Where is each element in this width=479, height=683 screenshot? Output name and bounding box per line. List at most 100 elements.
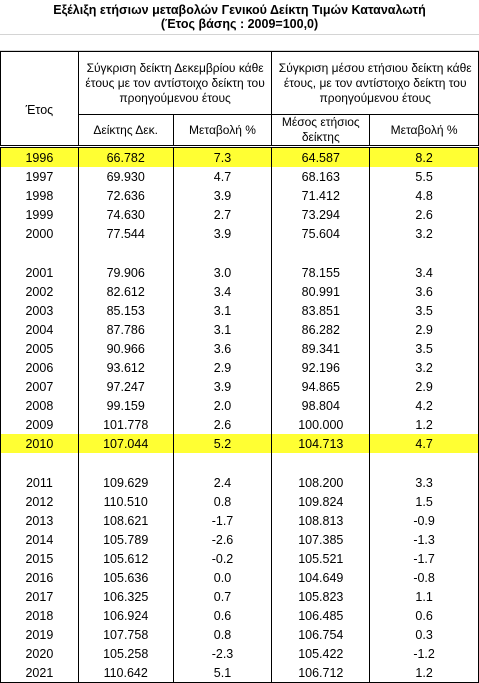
cell-year: 1998 [0, 186, 79, 205]
cell-empty [173, 243, 273, 263]
cell-avg-index: 106.712 [271, 663, 371, 683]
cell-year: 2015 [0, 549, 79, 568]
cell-avg-index: 105.422 [271, 644, 371, 663]
cell-avg-index: 71.412 [271, 186, 371, 205]
cell-avg-change: 3.4 [369, 263, 479, 282]
cell-year: 1997 [0, 167, 79, 186]
cell-avg-change: 1.2 [369, 663, 479, 683]
cell-year: 2009 [0, 415, 79, 434]
cell-dec-index: 77.544 [78, 224, 174, 243]
cell-dec-change: 3.9 [173, 186, 273, 205]
cell-year: 2014 [0, 530, 79, 549]
table-row: 2003 85.153 3.1 83.851 3.5 [0, 301, 479, 320]
cell-avg-index: 80.991 [271, 282, 371, 301]
table-row: 2017 106.325 0.7 105.823 1.1 [0, 587, 479, 606]
cell-avg-index: 75.604 [271, 224, 371, 243]
cell-avg-index: 94.865 [271, 377, 371, 396]
cell-dec-index: 107.758 [78, 625, 174, 644]
cell-avg-index: 104.713 [271, 434, 371, 453]
cell-year: 2000 [0, 224, 79, 243]
table-row: 2009 101.778 2.6 100.000 1.2 [0, 415, 479, 434]
cell-dec-change: 0.0 [173, 568, 273, 587]
cell-dec-change: 3.0 [173, 263, 273, 282]
cell-empty [0, 453, 79, 473]
cell-dec-change: 3.1 [173, 320, 273, 339]
cell-dec-index: 93.612 [78, 358, 174, 377]
cell-avg-change: 4.7 [369, 434, 479, 453]
cell-dec-index: 109.629 [78, 473, 174, 492]
cell-dec-index: 97.247 [78, 377, 174, 396]
cell-avg-index: 86.282 [271, 320, 371, 339]
table-row: 2021 110.642 5.1 106.712 1.2 [0, 663, 479, 683]
cell-avg-change: 3.3 [369, 473, 479, 492]
cell-avg-change: 3.2 [369, 224, 479, 243]
cell-dec-change: 0.6 [173, 606, 273, 625]
cell-dec-index: 87.786 [78, 320, 174, 339]
cell-dec-change: 4.7 [173, 167, 273, 186]
table-row: 1996 66.782 7.3 64.587 8.2 [0, 146, 479, 167]
cell-year: 2013 [0, 511, 79, 530]
cpi-table: Έτος Σύγκριση δείκτη Δεκεμβρίου κάθε έτο… [0, 51, 479, 683]
cell-year: 2012 [0, 492, 79, 511]
cell-year: 2018 [0, 606, 79, 625]
cell-dec-change: 5.2 [173, 434, 273, 453]
cell-dec-index: 110.510 [78, 492, 174, 511]
cell-empty [173, 453, 273, 473]
cell-dec-change: 2.7 [173, 205, 273, 224]
cell-avg-change: 3.5 [369, 339, 479, 358]
table-row: 2001 79.906 3.0 78.155 3.4 [0, 263, 479, 282]
cell-avg-index: 83.851 [271, 301, 371, 320]
header-avg-change: Μεταβολή % [369, 114, 479, 148]
cell-year: 2005 [0, 339, 79, 358]
cell-dec-change: 3.6 [173, 339, 273, 358]
cell-dec-index: 90.966 [78, 339, 174, 358]
cell-dec-change: 3.9 [173, 377, 273, 396]
cell-dec-index: 79.906 [78, 263, 174, 282]
cell-dec-change: 3.1 [173, 301, 273, 320]
table-spacer-row [0, 453, 479, 473]
cell-avg-change: 2.9 [369, 377, 479, 396]
cell-avg-change: 3.6 [369, 282, 479, 301]
cell-avg-index: 107.385 [271, 530, 371, 549]
cell-dec-change: 2.4 [173, 473, 273, 492]
cell-avg-index: 92.196 [271, 358, 371, 377]
cell-dec-change: 0.8 [173, 625, 273, 644]
cell-avg-change: 1.2 [369, 415, 479, 434]
cell-year: 1996 [0, 146, 79, 167]
cell-avg-change: 4.8 [369, 186, 479, 205]
header-dec-index: Δείκτης Δεκ. [78, 114, 174, 148]
cell-avg-index: 106.485 [271, 606, 371, 625]
cell-dec-index: 106.924 [78, 606, 174, 625]
cell-year: 1999 [0, 205, 79, 224]
cell-avg-change: -1.2 [369, 644, 479, 663]
cell-dec-change: 0.7 [173, 587, 273, 606]
table-row: 2000 77.544 3.9 75.604 3.2 [0, 224, 479, 243]
cell-empty [271, 243, 371, 263]
cell-year: 2016 [0, 568, 79, 587]
cell-avg-change: 0.3 [369, 625, 479, 644]
cell-empty [369, 243, 479, 263]
cell-dec-change: 3.9 [173, 224, 273, 243]
cell-year: 2019 [0, 625, 79, 644]
cell-dec-change: -0.2 [173, 549, 273, 568]
cell-year: 2001 [0, 263, 79, 282]
cell-year: 2017 [0, 587, 79, 606]
cell-empty [78, 453, 174, 473]
cell-avg-index: 109.824 [271, 492, 371, 511]
cell-avg-change: 4.2 [369, 396, 479, 415]
table-row: 2011 109.629 2.4 108.200 3.3 [0, 473, 479, 492]
cell-avg-change: 8.2 [369, 146, 479, 167]
cell-dec-index: 101.778 [78, 415, 174, 434]
spreadsheet-gridline [0, 50, 479, 51]
table-row: 2016 105.636 0.0 104.649 -0.8 [0, 568, 479, 587]
table-row: 2002 82.612 3.4 80.991 3.6 [0, 282, 479, 301]
table-row: 2008 99.159 2.0 98.804 4.2 [0, 396, 479, 415]
cell-dec-index: 105.612 [78, 549, 174, 568]
table-row: 1999 74.630 2.7 73.294 2.6 [0, 205, 479, 224]
cell-dec-change: 2.0 [173, 396, 273, 415]
cell-avg-index: 98.804 [271, 396, 371, 415]
cell-avg-change: 3.5 [369, 301, 479, 320]
cell-avg-index: 104.649 [271, 568, 371, 587]
cell-dec-index: 105.636 [78, 568, 174, 587]
cell-dec-index: 85.153 [78, 301, 174, 320]
